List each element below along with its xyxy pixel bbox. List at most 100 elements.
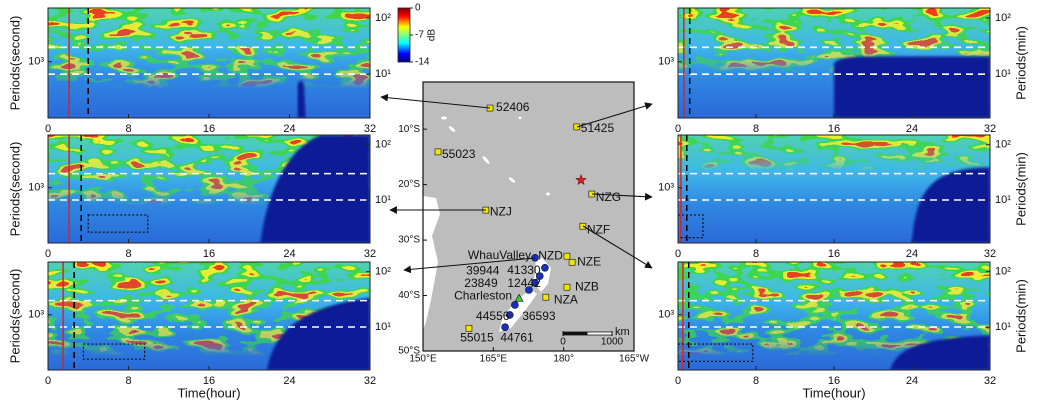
spectrum-energy <box>48 8 370 118</box>
low-energy-region <box>267 297 370 370</box>
station-label: NZG <box>596 190 621 204</box>
island <box>508 177 516 183</box>
colorbar <box>397 7 411 63</box>
station-label: NZJ <box>490 204 512 218</box>
x-tick-label: 8 <box>125 248 131 260</box>
x-tick-label: 16 <box>203 248 215 260</box>
lon-tick-label: 180° <box>553 354 574 365</box>
map-ocean <box>423 82 634 351</box>
x-tick-label: 32 <box>984 375 996 387</box>
station-marker <box>501 323 509 331</box>
station-label: 23849 <box>464 276 498 290</box>
low-energy-region <box>260 135 370 243</box>
station-label: NZE <box>577 254 601 268</box>
station-label: 36593 <box>522 309 556 323</box>
colorbar-tick-label: 0 <box>415 3 421 14</box>
scalebar-unit: km <box>615 326 630 338</box>
scalebar-label: 1000 <box>601 337 624 348</box>
x-tick-label: 24 <box>906 248 918 260</box>
station-label: NZD <box>538 248 563 262</box>
x-tick-label: 0 <box>675 123 681 135</box>
land-south-island <box>499 289 537 332</box>
spectrogram-panel: 0 8 16 24 32 10³ 10¹ 10² Periods(second) 0 -7 -14 dB <box>7 3 437 135</box>
x-tick-label: 8 <box>753 375 759 387</box>
station-label: 51425 <box>581 121 615 135</box>
spectrum-image <box>678 8 990 118</box>
island <box>482 156 490 164</box>
y2-tick-label: 10² <box>995 266 1011 278</box>
x-tick-label: 24 <box>283 375 295 387</box>
land-australia <box>423 196 440 330</box>
x-tick-label: 8 <box>753 248 759 260</box>
arrow <box>576 102 653 128</box>
lon-tick-label: 165°E <box>480 354 508 365</box>
station-label: WhauValley <box>468 248 531 262</box>
y2-tick-label: 10² <box>375 12 391 24</box>
spectrum-image <box>678 135 990 243</box>
x-tick-label: 0 <box>675 375 681 387</box>
y-tick-label: 10³ <box>28 309 44 321</box>
station-label: 44761 <box>500 330 534 344</box>
lon-tick-label: 165°W <box>619 354 650 365</box>
low-energy-region <box>834 56 990 118</box>
y-axis-label: Periods(second) <box>7 142 22 237</box>
y-tick-label: 10³ <box>658 309 674 321</box>
y2-tick-label: 10² <box>995 12 1011 24</box>
y-tick-label: 10³ <box>658 56 674 68</box>
y-axis-label: Periods(second) <box>7 16 22 111</box>
x-tick-label: 24 <box>283 248 295 260</box>
scalebar-segment <box>563 332 588 335</box>
station-marker <box>505 311 514 319</box>
scalebar-label: 0 <box>560 337 566 348</box>
lon-tick-label: 150°E <box>409 354 437 365</box>
lat-tick-label: 50°S <box>398 346 420 357</box>
station-marker <box>525 286 533 294</box>
x-tick-label: 24 <box>283 123 295 135</box>
x-axis-label: Time(hour) <box>802 385 865 400</box>
spectrum-image <box>678 262 990 370</box>
low-energy-region <box>912 167 990 243</box>
x-tick-label: 0 <box>45 375 51 387</box>
x-tick-label: 0 <box>45 248 51 260</box>
x-axis-label: Time(hour) <box>177 385 240 400</box>
island <box>448 126 456 132</box>
spectrum-image <box>48 135 370 243</box>
x-tick-label: 16 <box>203 375 215 387</box>
station-marker <box>511 301 519 309</box>
x-tick-label: 32 <box>364 123 376 135</box>
y-axis-label: Periods(second) <box>7 269 22 364</box>
station-label: 41330 <box>507 263 541 277</box>
station-label: NZF <box>587 222 610 236</box>
station-label: 12442 <box>507 276 541 290</box>
station-marker <box>514 293 524 302</box>
arrow <box>582 225 653 269</box>
low-energy-region <box>890 335 990 370</box>
x-tick-label: 32 <box>364 248 376 260</box>
y2-tick-label: 10² <box>375 266 391 278</box>
window-box <box>82 343 146 360</box>
x-tick-label: 24 <box>906 375 918 387</box>
station-label: NZA <box>554 292 578 306</box>
y-tick-label: 10³ <box>28 56 44 68</box>
station-label: 44556 <box>476 309 510 323</box>
x-tick-label: 0 <box>45 123 51 135</box>
spectrogram-panel: 0 8 16 24 32 10³ 10¹ 10² Periods(second) <box>7 134 391 260</box>
y2-tick-label: 10² <box>375 139 391 151</box>
arrow <box>380 93 491 109</box>
x-tick-label: 32 <box>984 248 996 260</box>
window-box <box>678 214 704 239</box>
lat-tick-label: 40°S <box>398 290 420 301</box>
y2-axis-label: Periods(min) <box>1013 279 1028 353</box>
colorbar-label: dB <box>427 29 438 42</box>
x-tick-label: 8 <box>753 123 759 135</box>
y2-axis-label: Periods(min) <box>1013 152 1028 226</box>
station-marker <box>568 258 576 266</box>
y2-axis-label: Periods(min) <box>1013 26 1028 100</box>
station-marker <box>465 324 473 332</box>
station-marker <box>563 283 571 291</box>
station-marker <box>541 264 549 272</box>
